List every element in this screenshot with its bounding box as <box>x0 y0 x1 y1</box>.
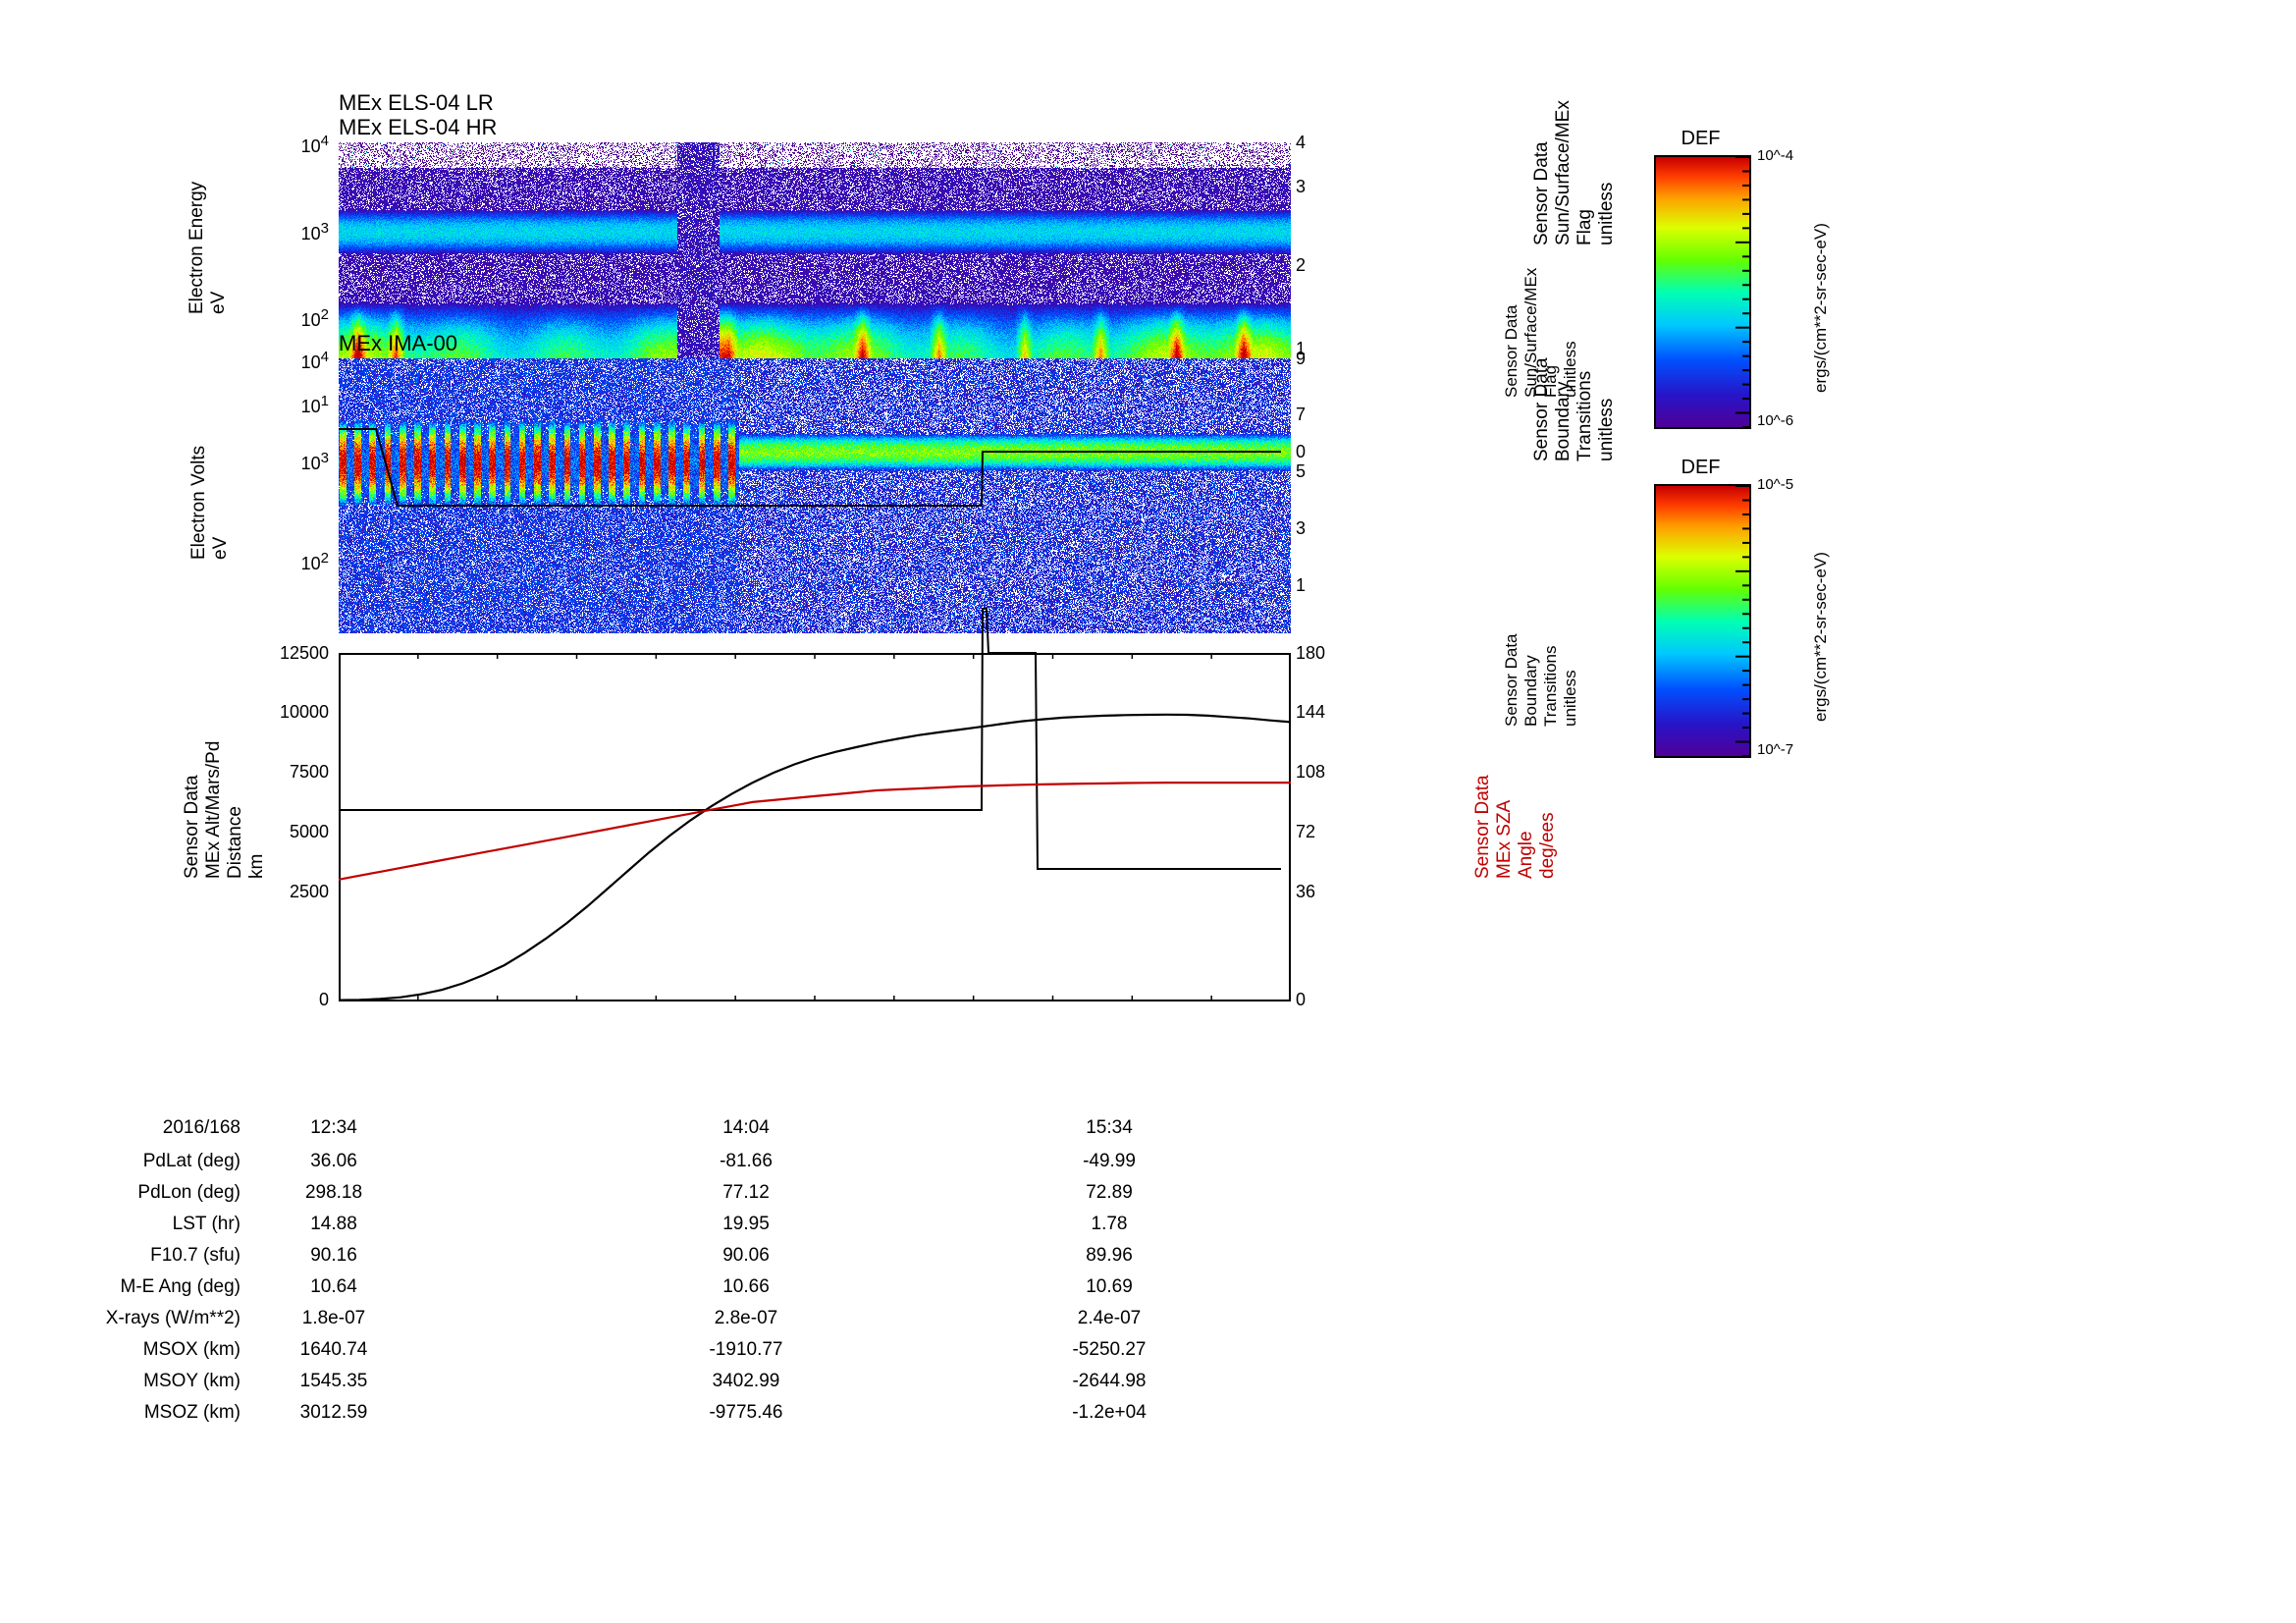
distance-line-series <box>339 715 1291 1001</box>
panel2-ytick-1e2: 102 <box>275 550 329 574</box>
colorbar2-unit: ergs/(cm**2-sr-sec-eV) <box>1811 552 1831 722</box>
colorbar1-title: DEF <box>1654 128 1747 150</box>
table-col3-v8: -1.2e+04 <box>1050 1402 1168 1424</box>
table-col3-v2: 1.78 <box>1050 1214 1168 1235</box>
colorbar2-top-val: 10^-5 <box>1757 476 1793 493</box>
panel2-ytick-1e4: 104 <box>275 349 329 373</box>
colorbar2-title: DEF <box>1654 457 1747 479</box>
table-date-label: 2016/168 <box>69 1117 240 1139</box>
table-col1-time: 12:34 <box>275 1117 393 1139</box>
panel3-ytick-10000: 10000 <box>245 702 329 723</box>
panel3-ytick-right-108: 108 <box>1296 762 1340 783</box>
table-col1-v1: 298.18 <box>275 1182 393 1204</box>
panel1-right-tick-4: 4 <box>1296 133 1325 153</box>
panel1-title-hr: MEx ELS-04 HR <box>339 115 497 140</box>
colorbar2-bottom-val: 10^-7 <box>1757 741 1793 758</box>
table-col1-v4: 10.64 <box>275 1276 393 1298</box>
table-col1-v5: 1.8e-07 <box>275 1308 393 1329</box>
table-col2-v8: -9775.46 <box>687 1402 805 1424</box>
table-row-label-f107: F10.7 (sfu) <box>69 1245 240 1267</box>
table-col1-v8: 3012.59 <box>275 1402 393 1424</box>
panel3-ytick-right-0: 0 <box>1296 990 1340 1010</box>
panel2-right-tick-1: 1 <box>1296 575 1325 596</box>
panel3-ytick-12500: 12500 <box>245 643 329 664</box>
table-col3-time: 15:34 <box>1050 1117 1168 1139</box>
panel1-ytick-1e2: 102 <box>275 306 329 331</box>
table-row-label-msoz: MSOZ (km) <box>69 1402 240 1424</box>
panel2-rightlabel: Sensor Data Boundary Transitions unitles… <box>1531 357 1618 461</box>
table-col3-v0: -49.99 <box>1050 1151 1168 1172</box>
table-col2-v4: 10.66 <box>687 1276 805 1298</box>
panel3-ytick-2500: 2500 <box>245 882 329 902</box>
panel2-ytick-1e3: 103 <box>275 450 329 474</box>
sza-angle-line-series <box>339 783 1291 880</box>
panel3-lines[interactable] <box>339 653 1291 1001</box>
panel1-right-tick-3: 3 <box>1296 177 1325 197</box>
panel1-ytick-1e1: 101 <box>275 393 329 417</box>
colorbar2-sidelabel: Sensor Data Boundary Transitions unitles… <box>1502 634 1580 728</box>
table-col3-v4: 10.69 <box>1050 1276 1168 1298</box>
table-col2-v1: 77.12 <box>687 1182 805 1204</box>
table-col2-v7: 3402.99 <box>687 1371 805 1392</box>
panel3-ytick-right-144: 144 <box>1296 702 1340 723</box>
table-row-label-xrays: X-rays (W/m**2) <box>69 1308 240 1329</box>
table-col2-v0: -81.66 <box>687 1151 805 1172</box>
table-col1-v6: 1640.74 <box>275 1339 393 1361</box>
table-col1-v0: 36.06 <box>275 1151 393 1172</box>
table-col3-v1: 72.89 <box>1050 1182 1168 1204</box>
panel2-right-tick-5: 5 <box>1296 461 1325 482</box>
table-row-label-msoy: MSOY (km) <box>69 1371 240 1392</box>
panel1-ytick-1e3: 103 <box>275 220 329 244</box>
table-col3-v3: 89.96 <box>1050 1245 1168 1267</box>
mex-sensor-dashboard: MEx ELS-04 LR MEx ELS-04 HR Electron Ene… <box>0 0 2296 1623</box>
panel1-right-tick-0: 0 <box>1296 442 1325 462</box>
table-col2-v3: 90.06 <box>687 1245 805 1267</box>
table-col3-v5: 2.4e-07 <box>1050 1308 1168 1329</box>
panel3-ytick-right-36: 36 <box>1296 882 1340 902</box>
table-col3-v6: -5250.27 <box>1050 1339 1168 1361</box>
panel2-boundary-lines <box>339 358 1291 633</box>
table-row-label-pdlon: PdLon (deg) <box>69 1182 240 1204</box>
panel3-ytick-7500: 7500 <box>245 762 329 783</box>
panel1-ylabel: Electron Energy eV <box>187 182 230 314</box>
panel2-right-tick-3: 3 <box>1296 518 1325 539</box>
panel1-rightlabel: Sensor Data Sun/Surface/MEx Flag unitles… <box>1531 100 1618 245</box>
colorbar2-gradient[interactable] <box>1654 484 1751 758</box>
table-col2-time: 14:04 <box>687 1117 805 1139</box>
panel3-ylabel-right: Sensor Data MEx SZA Angle deg/ees <box>1472 775 1559 879</box>
colorbar1-unit: ergs/(cm**2-sr-sec-eV) <box>1811 223 1831 393</box>
table-row-label-pdlat: PdLat (deg) <box>69 1151 240 1172</box>
panel2-ylabel: Electron Volts eV <box>188 446 232 560</box>
panel1-right-tick-2: 2 <box>1296 255 1325 276</box>
table-row-label-lst: LST (hr) <box>69 1214 240 1235</box>
table-row-label-meang: M-E Ang (deg) <box>69 1276 240 1298</box>
table-col2-v6: -1910.77 <box>687 1339 805 1361</box>
table-col2-v5: 2.8e-07 <box>687 1308 805 1329</box>
panel1-title-lr: MEx ELS-04 LR <box>339 90 494 116</box>
table-col1-v3: 90.16 <box>275 1245 393 1267</box>
table-col2-v2: 19.95 <box>687 1214 805 1235</box>
panel3-ytick-5000: 5000 <box>245 822 329 842</box>
panel3-ytick-right-180: 180 <box>1296 643 1340 664</box>
panel2-title: MEx IMA-00 <box>339 331 457 356</box>
table-col3-v7: -2644.98 <box>1050 1371 1168 1392</box>
panel2-right-tick-7: 7 <box>1296 405 1325 425</box>
table-col1-v7: 1545.35 <box>275 1371 393 1392</box>
colorbar1-gradient[interactable] <box>1654 155 1751 429</box>
colorbar1-bottom-val: 10^-6 <box>1757 412 1793 429</box>
panel3-ytick-right-72: 72 <box>1296 822 1340 842</box>
panel1-ytick-1e4: 104 <box>275 133 329 157</box>
panel2-right-tick-9: 9 <box>1296 349 1325 369</box>
table-row-label-msox: MSOX (km) <box>69 1339 240 1361</box>
colorbar1-top-val: 10^-4 <box>1757 147 1793 164</box>
panel3-ytick-0: 0 <box>245 990 329 1010</box>
table-col1-v2: 14.88 <box>275 1214 393 1235</box>
